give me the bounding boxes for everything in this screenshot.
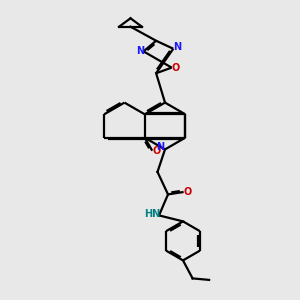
Text: O: O (171, 63, 180, 73)
Text: O: O (152, 146, 160, 156)
Text: HN: HN (144, 209, 160, 219)
Text: N: N (156, 142, 165, 152)
Text: N: N (136, 46, 144, 56)
Text: O: O (183, 187, 192, 197)
Text: N: N (173, 42, 181, 52)
